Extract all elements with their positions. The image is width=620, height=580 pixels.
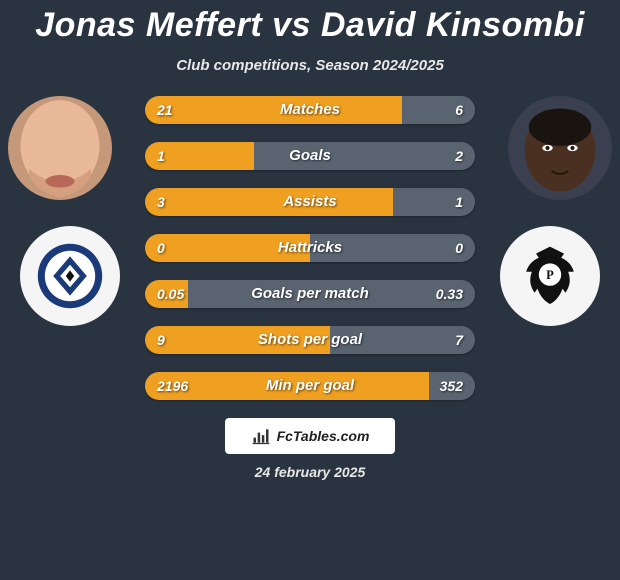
stat-value-right: 352 bbox=[440, 372, 463, 400]
stat-value-left: 2196 bbox=[157, 372, 188, 400]
stat-row: Assists3 1 bbox=[145, 188, 475, 216]
stat-value-left: 1 bbox=[157, 142, 165, 170]
date-text: 24 february 2025 bbox=[0, 464, 620, 480]
player-right-avatar bbox=[508, 96, 612, 200]
stat-value-left: 3 bbox=[157, 188, 165, 216]
stat-label: Goals bbox=[145, 142, 475, 170]
stat-label: Assists bbox=[145, 188, 475, 216]
stat-label: Shots per goal bbox=[145, 326, 475, 354]
club-left-logo bbox=[20, 226, 120, 326]
stat-bars: Matches216Goals12Assists31Hattricks00Goa… bbox=[145, 96, 475, 400]
stat-value-right: 0 bbox=[455, 234, 463, 262]
stat-value-left: 0.05 bbox=[157, 280, 184, 308]
svg-text:P: P bbox=[546, 268, 554, 282]
stat-row: Shots per goal9 7 bbox=[145, 326, 475, 354]
brand-badge: FcTables.com bbox=[225, 418, 395, 454]
stat-value-right: 2 bbox=[455, 142, 463, 170]
stat-row: Matches21 6 bbox=[145, 96, 475, 124]
stat-value-right: 1 bbox=[455, 188, 463, 216]
stat-row: Goals per match0.05 0.33 bbox=[145, 280, 475, 308]
club-logo-icon bbox=[35, 241, 105, 311]
player-left-avatar bbox=[8, 96, 112, 200]
stat-row: Goals1 2 bbox=[145, 142, 475, 170]
avatar-placeholder-icon bbox=[8, 96, 112, 200]
stat-value-right: 0.33 bbox=[436, 280, 463, 308]
chart-icon bbox=[251, 426, 271, 446]
page-title: Jonas Meffert vs David Kinsombi bbox=[0, 0, 620, 45]
brand-text: FcTables.com bbox=[277, 428, 370, 444]
stat-label: Hattricks bbox=[145, 234, 475, 262]
club-logo-icon: P bbox=[515, 241, 585, 311]
stat-value-left: 0 bbox=[157, 234, 165, 262]
stat-label: Goals per match bbox=[145, 280, 475, 308]
stat-row: Hattricks0 0 bbox=[145, 234, 475, 262]
stat-label: Min per goal bbox=[145, 372, 475, 400]
subtitle: Club competitions, Season 2024/2025 bbox=[0, 57, 620, 74]
stat-value-right: 6 bbox=[455, 96, 463, 124]
stat-label: Matches bbox=[145, 96, 475, 124]
avatar-placeholder-icon bbox=[508, 96, 612, 200]
stat-value-right: 7 bbox=[455, 326, 463, 354]
club-right-logo: P bbox=[500, 226, 600, 326]
stat-value-left: 21 bbox=[157, 96, 173, 124]
comparison-area: P Matches216Goals12Assists31Hattricks00G… bbox=[0, 96, 620, 400]
stat-value-left: 9 bbox=[157, 326, 165, 354]
stat-row: Min per goal2196 352 bbox=[145, 372, 475, 400]
